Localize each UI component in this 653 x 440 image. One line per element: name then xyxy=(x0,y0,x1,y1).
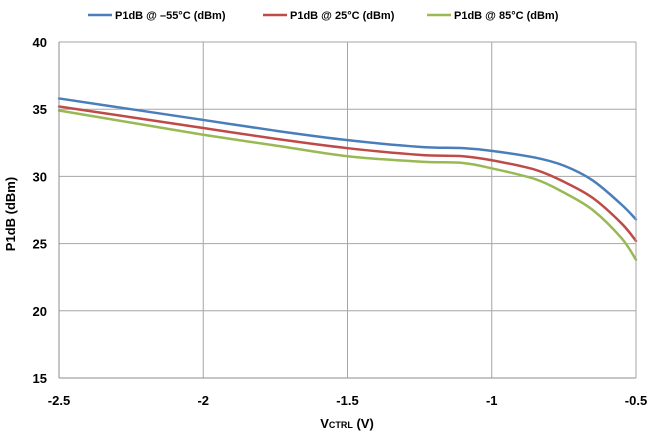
legend-label-3: P1dB @ 85°C (dBm) xyxy=(454,10,559,22)
series-lines xyxy=(57,97,638,261)
x-axis-title-unit: (V) xyxy=(353,416,374,431)
y-tick-label: 35 xyxy=(33,102,47,117)
x-tick-label: -1.5 xyxy=(336,393,358,408)
x-tick-label: -2 xyxy=(197,393,209,408)
y-tick-label: 25 xyxy=(33,237,47,252)
y-tick-label: 30 xyxy=(33,169,47,184)
grid xyxy=(59,41,636,378)
legend-label-1: P1dB @ –55°C (dBm) xyxy=(115,10,226,22)
x-axis-title: VCTRL (V) xyxy=(320,416,374,431)
y-axis-title: P1dB (dBm) xyxy=(3,177,18,251)
y-tick-label: 15 xyxy=(33,371,47,386)
x-axis-title-main: V xyxy=(320,416,329,431)
y-tick-label: 40 xyxy=(33,35,47,50)
series-line-1 xyxy=(57,97,638,221)
x-tick-label: -1 xyxy=(486,393,498,408)
series-line-2 xyxy=(57,105,638,243)
axes: 15 20 25 30 35 40 -2.5 -2 -1.5 -1 -0.5 xyxy=(33,35,648,408)
x-tick-label: -2.5 xyxy=(48,393,70,408)
y-tick-label: 20 xyxy=(33,304,47,319)
legend: P1dB @ –55°C (dBm) P1dB @ 25°C (dBm) P1dB … xyxy=(88,10,559,22)
series-line-3 xyxy=(57,109,638,261)
legend-label-2: P1dB @ 25°C (dBm) xyxy=(290,10,395,22)
x-axis-title-subscript: CTRL xyxy=(329,420,353,430)
x-tick-label: -0.5 xyxy=(625,393,647,408)
